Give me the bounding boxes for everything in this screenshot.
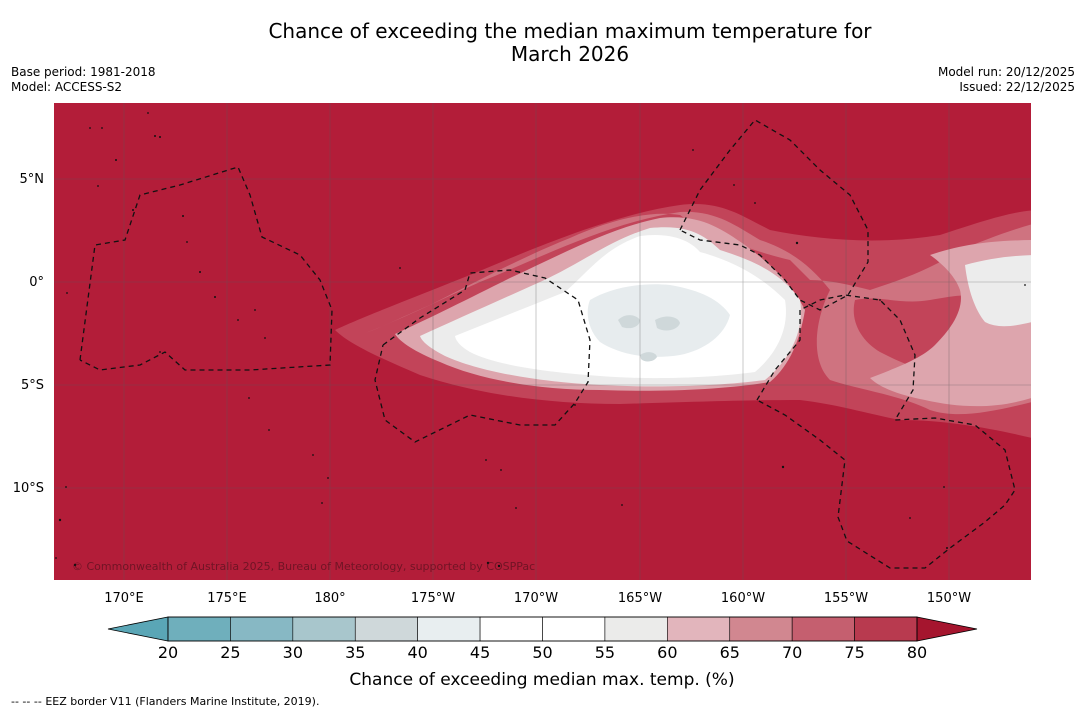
colorbar-label-30: 30 <box>283 643 303 662</box>
contour-ring-40-c <box>640 352 657 362</box>
colorbar-high-extension <box>916 616 978 642</box>
base-period: Base period: 1981-2018 <box>11 65 156 79</box>
eez-legend-text: EEZ border V11 (Flanders Marine Institut… <box>45 695 320 708</box>
colorbar-segment-60-65 <box>667 616 731 642</box>
colorbar-label-70: 70 <box>782 643 802 662</box>
title-line-1: Chance of exceeding the median maximum t… <box>268 19 872 43</box>
colorbar-segment-45-50 <box>479 616 543 642</box>
lon-tick-labels: 170°E 175°E 180° 175°W 170°W 165°W 160°W… <box>104 591 971 606</box>
contour-ring-70 <box>365 211 1031 415</box>
lon-tick-170w: 170°W <box>514 591 558 606</box>
colorbar-labels: 20 25 30 35 40 45 50 55 60 65 70 75 80 <box>158 643 927 662</box>
lon-tick-150w: 150°W <box>927 591 971 606</box>
colorbar-segment-50-55 <box>542 616 606 642</box>
lon-tick-155w: 155°W <box>824 591 868 606</box>
map-area: © Commonwealth of Australia 2025, Bureau… <box>54 103 1031 580</box>
colorbar-label-50: 50 <box>532 643 552 662</box>
lat-tick-5s: 5°S <box>21 378 44 393</box>
lon-tick-180: 180° <box>314 591 345 606</box>
lat-tick-0: 0° <box>29 275 44 290</box>
colorbar-segment-75-80 <box>854 616 918 642</box>
colorbar-label-75: 75 <box>844 643 864 662</box>
meta-right: Model run: 20/12/2025 Issued: 22/12/2025 <box>938 65 1075 95</box>
title-line-2: March 2026 <box>510 42 630 66</box>
meta-left: Base period: 1981-2018 Model: ACCESS-S2 <box>11 65 156 95</box>
colorbar-label-25: 25 <box>220 643 240 662</box>
colorbar-frame <box>167 616 918 642</box>
eez-tuvalu-kiribati-west <box>79 166 333 371</box>
colorbar: 20 25 30 35 40 45 50 55 60 65 70 75 80 Chance of exc… <box>107 616 978 690</box>
colorbar-segment-40-45 <box>417 616 481 642</box>
lon-tick-170e: 170°E <box>104 591 144 606</box>
colorbar-segment-70-75 <box>791 616 855 642</box>
model-name: Model: ACCESS-S2 <box>11 80 123 94</box>
colorbar-label-45: 45 <box>470 643 490 662</box>
lon-tick-175e: 175°E <box>207 591 247 606</box>
colorbar-low-extension <box>107 616 169 642</box>
colorbar-segment-20-25 <box>167 616 231 642</box>
eez-legend-symbol: -- -- -- <box>11 695 42 708</box>
colorbar-segment-30-35 <box>292 616 356 642</box>
colorbar-label-40: 40 <box>407 643 427 662</box>
lat-tick-10s: 10°S <box>13 481 44 496</box>
lat-tick-labels: 5°N 0° 5°S 10°S <box>13 172 44 496</box>
islands <box>55 112 1026 568</box>
colorbar-segment-35-40 <box>354 616 418 642</box>
colorbar-title: Chance of exceeding median max. temp. (%… <box>349 670 734 690</box>
colorbar-label-35: 35 <box>345 643 365 662</box>
lon-tick-160w: 160°W <box>721 591 765 606</box>
issued-date: Issued: 22/12/2025 <box>959 80 1075 94</box>
eez-cook-polynesia <box>756 294 1016 569</box>
lon-tick-175w: 175°W <box>411 591 455 606</box>
colorbar-segment-55-60 <box>604 616 668 642</box>
chart-title: Chance of exceeding the median maximum t… <box>0 20 1085 66</box>
colorbar-label-20: 20 <box>158 643 178 662</box>
eez-borders <box>79 119 1016 569</box>
colorbar-label-80: 80 <box>907 643 927 662</box>
lon-tick-165w: 165°W <box>618 591 662 606</box>
colorbar-segment-65-70 <box>729 616 793 642</box>
gridlines <box>54 103 1031 580</box>
colorbar-label-60: 60 <box>657 643 677 662</box>
model-run: Model run: 20/12/2025 <box>937 65 1075 79</box>
colorbar-segments <box>167 616 918 642</box>
eez-line-islands <box>679 119 869 311</box>
colorbar-segment-25-30 <box>230 616 294 642</box>
eez-legend: -- -- -- EEZ border V11 (Flanders Marine… <box>11 695 319 708</box>
contour-ring-40-a <box>618 315 640 329</box>
colorbar-label-65: 65 <box>720 643 740 662</box>
colorbar-label-55: 55 <box>595 643 615 662</box>
eez-tokelau <box>374 269 591 443</box>
lat-tick-5n: 5°N <box>20 172 45 187</box>
contour-ring-40-b <box>655 316 680 331</box>
copyright-text: © Commonwealth of Australia 2025, Bureau… <box>72 560 535 573</box>
